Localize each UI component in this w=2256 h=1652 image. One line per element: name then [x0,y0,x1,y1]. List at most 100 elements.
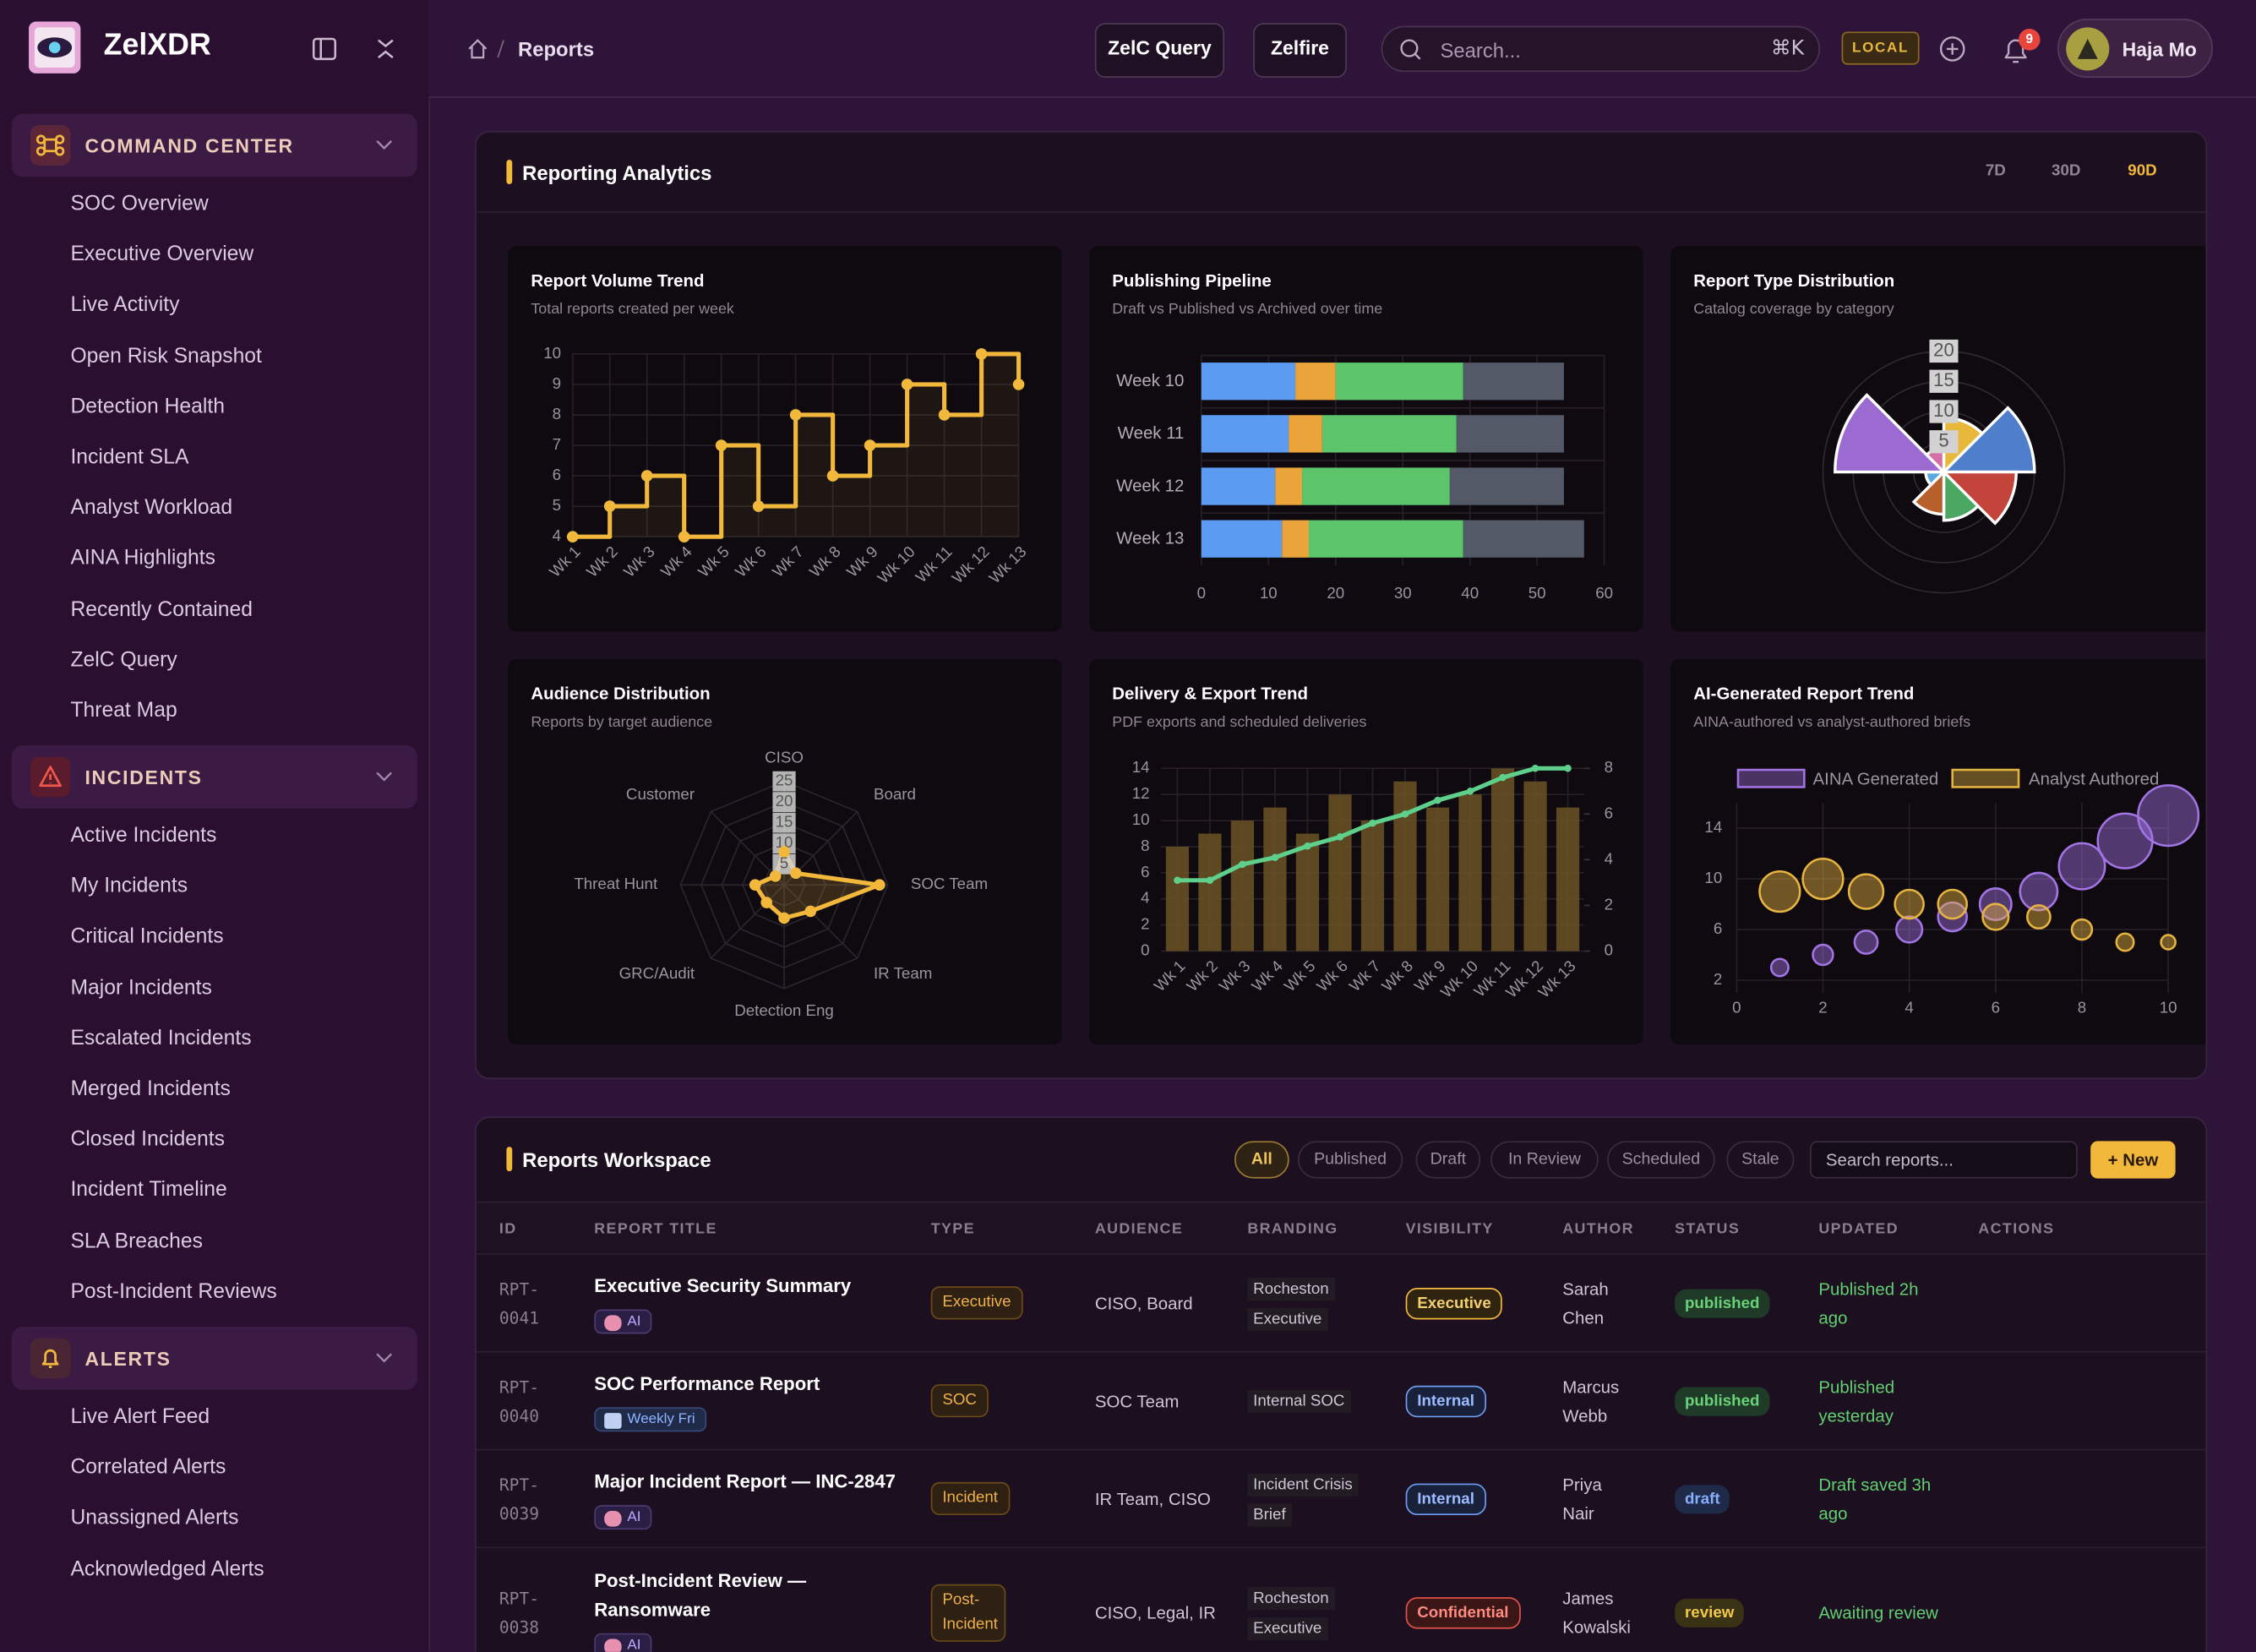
x-tick-label: Wk 13 [985,542,1029,586]
section-header[interactable]: INCIDENTS [11,745,417,810]
r-tick-label: 5 [780,854,788,872]
nav-item[interactable]: Live Activity [70,294,180,318]
y-tick-label: 10 [1704,869,1722,886]
y2-tick-label: 2 [1605,895,1613,913]
search-reports[interactable]: Search reports... [1810,1141,2078,1179]
type-cell: Incident [930,1481,1095,1516]
section-header[interactable]: ALERTS [11,1326,417,1390]
nav-item[interactable]: Acknowledged Alerts [70,1557,264,1581]
nav-item[interactable]: Detection Health [70,395,225,419]
filter-pill[interactable]: In Review [1490,1141,1599,1179]
chart-card: Audience Distribution Reports by target a… [508,658,1062,1045]
visibility-badge: Confidential [1405,1596,1521,1628]
user-menu[interactable]: Haja Mo [2057,19,2213,78]
nav-item[interactable]: SLA Breaches [70,1229,203,1253]
updated: Awaiting review [1818,1602,1938,1622]
bubble [1812,943,1834,967]
nav-item[interactable]: Active Incidents [70,824,217,848]
report-title[interactable]: Post-Incident Review — Ransomware [594,1569,807,1621]
audience: CISO, Legal, IR [1094,1602,1216,1622]
nav-item[interactable]: Critical Incidents [70,925,224,949]
nav-item[interactable]: Recently Contained [70,597,253,621]
nav-item[interactable]: Live Alert Feed [70,1405,210,1429]
axis-label: IR Team [874,964,932,982]
point [1239,860,1246,869]
x-tick-label: 6 [1992,999,2000,1017]
filter-pill[interactable]: All [1234,1141,1289,1179]
nav-item[interactable]: Incident SLA [70,445,189,470]
bubble [2160,934,2177,951]
chart-title: Delivery & Export Trend [1112,683,1308,704]
bar [1458,794,1482,951]
nav-item[interactable]: Major Incidents [70,976,212,1000]
bar [1230,821,1255,951]
bar-segment [1463,363,1564,401]
chevron-icon [376,1353,393,1363]
nav-item[interactable]: Escalated Incidents [70,1027,252,1050]
table-row[interactable]: RPT-0038 Post-Incident Review — Ransomwar… [476,1546,2206,1652]
chart-title: Publishing Pipeline [1112,270,1272,291]
filter-pill[interactable]: Stale [1726,1141,1795,1179]
bar-segment [1201,467,1276,505]
tag-icon [604,1510,622,1527]
nav-item[interactable]: ZelC Query [70,648,177,672]
collapse-button[interactable] [377,39,394,59]
report-title[interactable]: SOC Performance Report [594,1372,820,1395]
r-tick-label: 25 [776,771,793,789]
point [804,905,817,918]
nav-item[interactable]: Post-Incident Reviews [70,1280,277,1304]
nav-item[interactable]: My Incidents [70,875,188,898]
report-title[interactable]: Executive Security Summary [594,1274,852,1297]
home-button[interactable] [467,39,488,59]
range-button[interactable]: 7D [1985,162,2006,180]
nav-item[interactable]: Threat Map [70,699,177,722]
search-box[interactable]: Search... ⌘K [1381,25,1821,73]
nav-item[interactable]: Unassigned Alerts [70,1507,239,1530]
nav-item[interactable]: Merged Incidents [70,1077,231,1101]
axis-label: Detection Eng [734,1001,834,1019]
type-badge: SOC [930,1384,989,1418]
status-cell: draft [1675,1484,1818,1513]
nav-item[interactable]: Incident Timeline [70,1179,227,1202]
tag-icon-shape [604,1638,622,1652]
x-tick-label: Wk 6 [1313,957,1351,995]
wedge [1911,468,1946,516]
add-button[interactable] [1939,36,1965,63]
range-button[interactable]: 90D [2128,162,2157,180]
nav-item[interactable]: Executive Overview [70,243,254,267]
table-row[interactable]: RPT-0041 Executive Security Summary AI Exec… [476,1253,2206,1351]
x-tick-label: 8 [2078,999,2086,1017]
filter-pill[interactable]: Draft [1415,1141,1481,1179]
chart-card: Report Type Distribution Catalog coverage… [1670,246,2206,632]
filter-pill[interactable]: Published [1297,1141,1403,1179]
tick-label-box [772,853,796,875]
report-title[interactable]: Major Incident Report — INC-2847 [594,1470,896,1492]
nav-item[interactable]: Correlated Alerts [70,1456,226,1480]
title-accent [506,160,513,184]
bubble [2057,842,2106,891]
nav-item[interactable]: Analyst Workload [70,496,233,520]
new-report-button[interactable]: + New [2090,1141,2176,1179]
branding-cell: Rocheston Executive [1247,1273,1405,1333]
nav-button[interactable]: ZelC Query [1094,23,1225,78]
y2-tick-label: 6 [1605,804,1613,821]
bar [1263,807,1287,951]
table-row[interactable]: RPT-0039 Major Incident Report — INC-2847… [476,1448,2206,1547]
bar-segment [1335,363,1463,401]
brand-name: ZelXDR [103,29,211,63]
type-badge: Executive [930,1286,1023,1320]
nav-item[interactable]: AINA Highlights [70,547,215,570]
section-header[interactable]: COMMAND CENTER [11,113,417,177]
range-button[interactable]: 30D [2052,162,2081,180]
y-tick-label: 7 [553,435,561,453]
bar-segment [1321,415,1457,453]
nav-button[interactable]: Zelfire [1253,23,1347,78]
nav-item[interactable]: Closed Incidents [70,1128,225,1152]
nav-item[interactable]: SOC Overview [70,193,209,216]
wedge [1942,468,1981,522]
bar-segment [1275,467,1303,505]
table-row[interactable]: RPT-0040 SOC Performance Report Weekly Fri… [476,1350,2206,1449]
toggle-sidebar-button[interactable] [312,37,337,61]
nav-item[interactable]: Open Risk Snapshot [70,344,262,368]
filter-pill[interactable]: Scheduled [1607,1141,1715,1179]
